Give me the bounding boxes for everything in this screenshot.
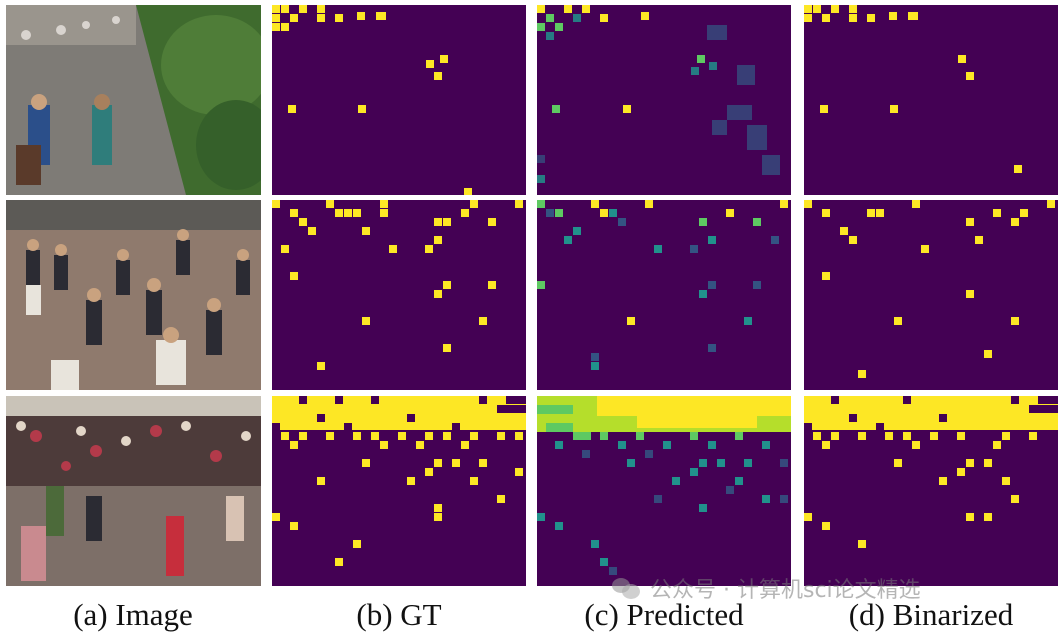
predicted-map-row-2 (537, 200, 791, 390)
plaza-photo (6, 200, 261, 390)
street-photo (6, 5, 261, 195)
density-map (272, 396, 526, 586)
density-map (537, 396, 791, 586)
predicted-map-row-3 (537, 396, 791, 586)
density-map (272, 200, 526, 390)
gt-map-row-3 (272, 396, 526, 586)
caption-predicted: (c) Predicted (584, 597, 744, 632)
predicted-map-row-1 (537, 5, 791, 195)
binarized-map-row-2 (804, 200, 1058, 390)
density-map (537, 5, 791, 195)
image-row-2 (6, 200, 261, 390)
density-map (537, 200, 791, 390)
binarized-map-row-1 (804, 5, 1058, 195)
density-map (804, 5, 1058, 195)
crowd-photo (6, 396, 261, 586)
image-row-1 (6, 5, 261, 195)
caption-gt: (b) GT (356, 597, 442, 632)
wechat-icon (612, 576, 642, 600)
watermark: 公众号 · 计算机sci论文精选 (612, 572, 921, 604)
density-map (804, 200, 1058, 390)
caption-image: (a) Image (73, 597, 193, 632)
binarized-map-row-3 (804, 396, 1058, 586)
density-map (272, 5, 526, 195)
watermark-text: 公众号 · 计算机sci论文精选 (650, 578, 921, 603)
gt-map-row-2 (272, 200, 526, 390)
gt-map-row-1 (272, 5, 526, 195)
image-row-3 (6, 396, 261, 586)
caption-binarized: (d) Binarized (848, 597, 1014, 632)
density-map (804, 396, 1058, 586)
